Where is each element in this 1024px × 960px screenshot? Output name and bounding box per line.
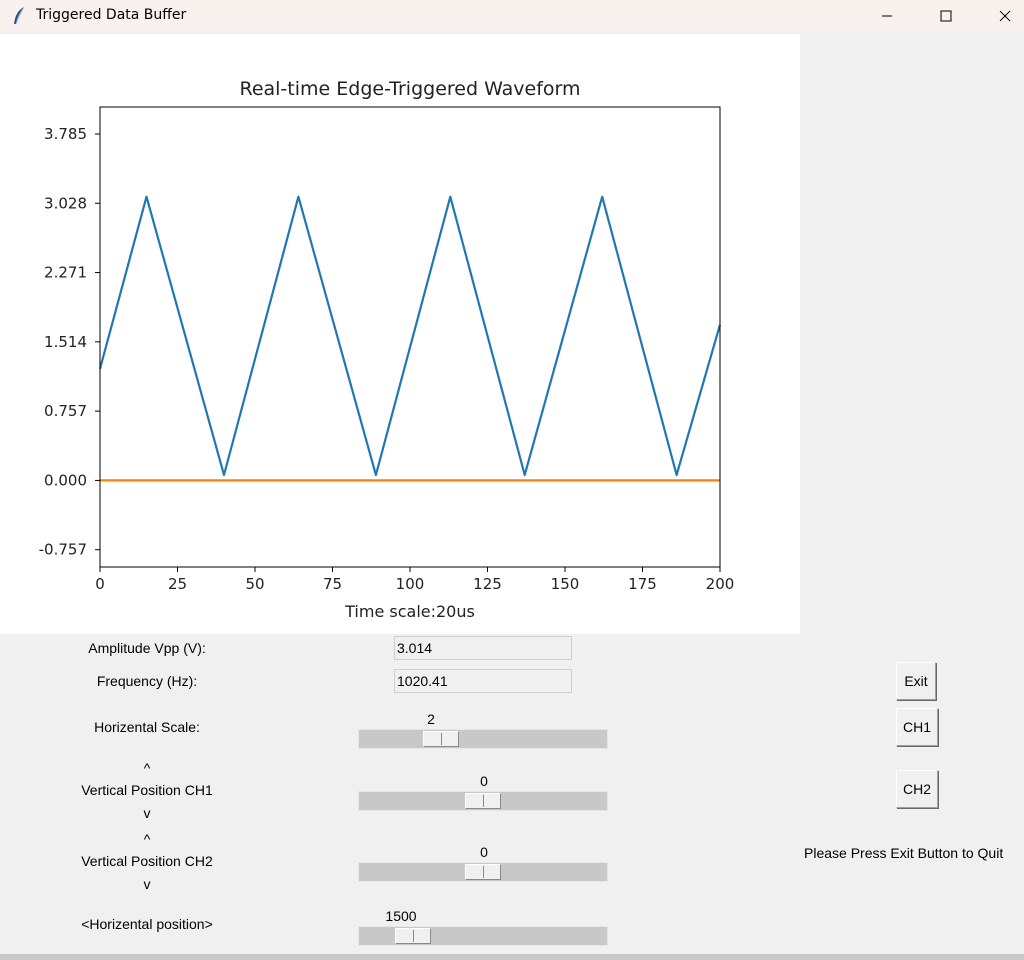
slider-trough[interactable] — [358, 791, 608, 811]
frequency-field[interactable]: 1020.41 — [394, 669, 572, 693]
x-tick-label: 125 — [473, 575, 502, 593]
maximize-button[interactable] — [923, 0, 969, 32]
horizontal-scale-label: Horizental Scale: — [94, 719, 200, 735]
vpos-ch1-down-label: v — [143, 805, 151, 821]
title-bar: Triggered Data Buffer — [0, 0, 1024, 32]
exit-button[interactable]: Exit — [896, 662, 936, 700]
ch1-button[interactable]: CH1 — [896, 708, 938, 746]
x-tick-label: 0 — [95, 575, 105, 593]
waveform-chart: Real-time Edge-Triggered Waveform Time s… — [39, 78, 735, 621]
y-tick-label: 3.785 — [44, 125, 87, 143]
y-tick-label: 1.514 — [44, 333, 87, 351]
slider-handle[interactable] — [395, 928, 431, 944]
series-line-1 — [98, 195, 722, 476]
x-tick-label: 50 — [245, 575, 264, 593]
horizontal-scale-value: 2 — [427, 711, 435, 727]
plot-canvas: Real-time Edge-Triggered Waveform Time s… — [0, 34, 800, 634]
slider-trough[interactable] — [358, 729, 608, 749]
feather-icon — [14, 6, 25, 25]
x-tick-label: 150 — [551, 575, 580, 593]
amplitude-field[interactable]: 3.014 — [394, 636, 572, 660]
minimize-button[interactable] — [864, 0, 910, 32]
slider-handle[interactable] — [423, 731, 459, 747]
vpos-ch2-up-label: ^ — [143, 831, 151, 847]
close-icon — [999, 10, 1011, 22]
vpos-ch2-down-label: v — [143, 876, 151, 892]
frequency-label: Frequency (Hz): — [96, 673, 198, 689]
vpos-ch2-value: 0 — [480, 844, 488, 860]
horizontal-position-label: <Horizental position> — [81, 916, 213, 932]
minimize-icon — [882, 15, 892, 17]
axes-frame — [99, 106, 721, 568]
slider-handle[interactable] — [465, 864, 501, 880]
series-layer — [98, 195, 722, 482]
exit-hint-label: Please Press Exit Button to Quit — [804, 845, 1004, 861]
amplitude-label: Amplitude Vpp (V): — [88, 640, 206, 656]
window-title: Triggered Data Buffer — [36, 7, 187, 23]
y-tick-label: 0.757 — [44, 402, 87, 420]
axis-layer: 0 25 50 75 100 125 150 175 200 3.785 3.028 2.271 1.5… — [39, 125, 735, 593]
vpos-ch1-value: 0 — [480, 773, 488, 789]
vpos-ch1-label: Vertical Position CH1 — [81, 782, 213, 798]
x-tick-label: 75 — [323, 575, 342, 593]
slider-handle[interactable] — [465, 793, 501, 809]
y-tick-label: -0.757 — [39, 541, 87, 559]
status-strip — [0, 954, 1024, 960]
y-tick-label: 2.271 — [44, 264, 87, 282]
x-tick-label: 200 — [706, 575, 735, 593]
ch2-button[interactable]: CH2 — [896, 770, 938, 808]
x-axis-label: Time scale:20us — [344, 602, 475, 621]
close-button[interactable] — [982, 0, 1024, 32]
vpos-ch2-label: Vertical Position CH2 — [81, 853, 213, 869]
y-tick-label: 0.000 — [44, 471, 87, 489]
slider-trough[interactable] — [358, 926, 608, 946]
x-tick-label: 25 — [168, 575, 187, 593]
x-tick-label: 100 — [396, 575, 425, 593]
x-tick-label: 175 — [628, 575, 657, 593]
y-tick-label: 3.028 — [44, 194, 87, 212]
vpos-ch1-up-label: ^ — [143, 760, 151, 776]
horizontal-position-value: 1500 — [385, 908, 417, 924]
chart-title: Real-time Edge-Triggered Waveform — [239, 78, 580, 100]
maximize-icon — [940, 10, 952, 22]
slider-trough[interactable] — [358, 862, 608, 882]
